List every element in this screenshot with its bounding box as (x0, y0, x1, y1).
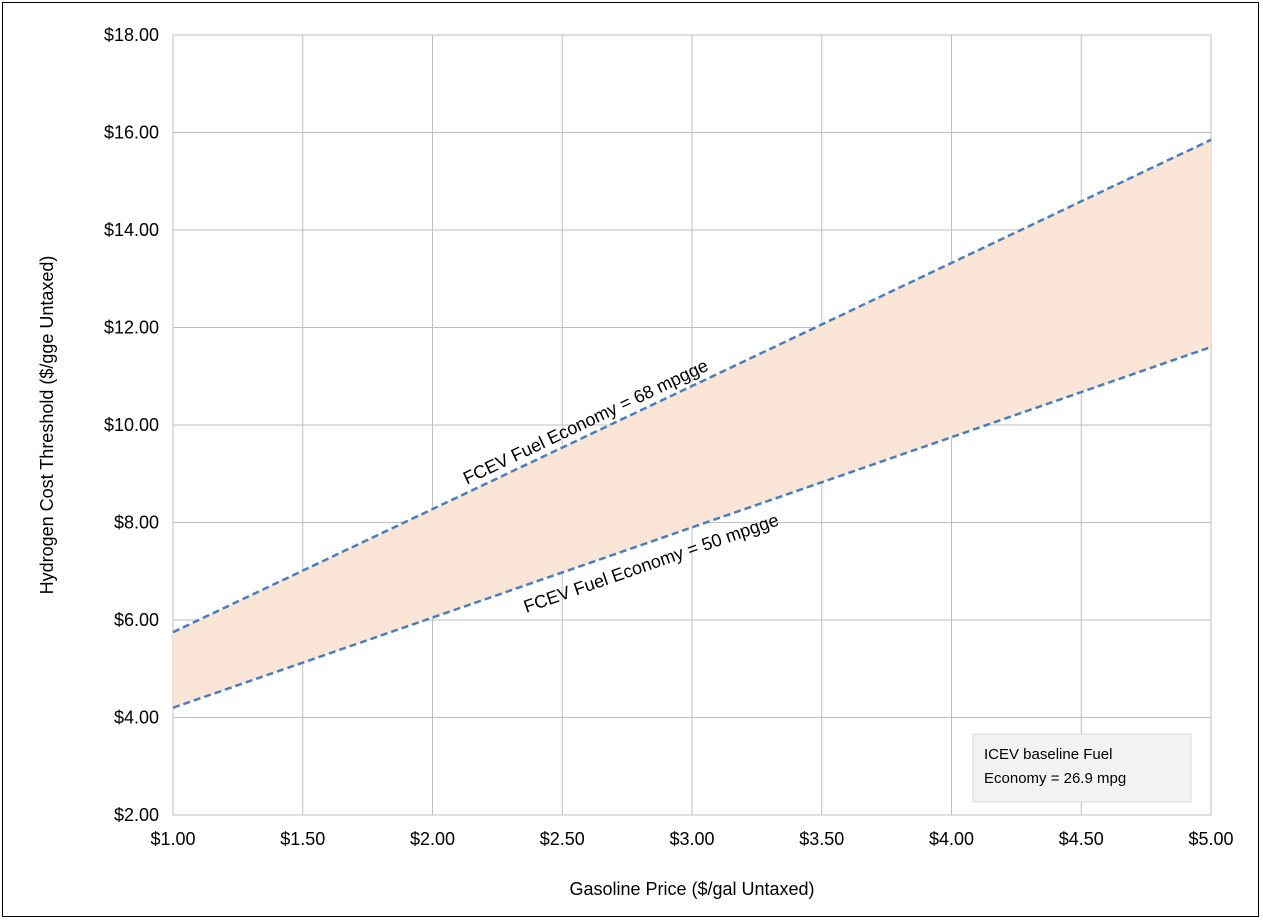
chart-svg: $1.00 $1.50 $2.00 $2.50 $3.00 $3.50 $4.00 $4.50… (37, 25, 1234, 899)
x-tick-label: $4.00 (929, 829, 974, 849)
y-tick-label: $2.00 (114, 805, 159, 825)
series-line-50-mpgge (172, 345, 1212, 709)
y-tick-label: $16.00 (104, 123, 159, 143)
series-line-68-mpgge (172, 138, 1212, 634)
y-axis-title: Hydrogen Cost Threshold ($/gge Untaxed) (37, 256, 57, 595)
fuel-economy-band (173, 139, 1211, 708)
baseline-note-line: Economy = 26.9 mpg (984, 770, 1126, 787)
x-tick-label: $3.50 (799, 829, 844, 849)
x-tick-label: $1.50 (280, 829, 325, 849)
y-tick-label: $6.00 (114, 610, 159, 630)
y-tick-label: $12.00 (104, 318, 159, 338)
x-tick-label: $3.00 (669, 829, 714, 849)
baseline-note-box (972, 733, 1192, 803)
y-tick-label: $4.00 (114, 708, 159, 728)
x-axis-title: Gasoline Price ($/gal Untaxed) (569, 879, 814, 899)
y-tick-label: $18.00 (104, 25, 159, 45)
y-tick-label: $14.00 (104, 220, 159, 240)
x-tick-label: $2.50 (540, 829, 585, 849)
x-tick-label: $5.00 (1188, 829, 1233, 849)
y-tick-label: $10.00 (104, 415, 159, 435)
x-tick-label: $1.00 (150, 829, 195, 849)
x-tick-label: $2.00 (410, 829, 455, 849)
baseline-note-line: ICEV baseline Fuel (984, 746, 1112, 763)
y-tick-label: $8.00 (114, 513, 159, 533)
x-tick-label: $4.50 (1059, 829, 1104, 849)
